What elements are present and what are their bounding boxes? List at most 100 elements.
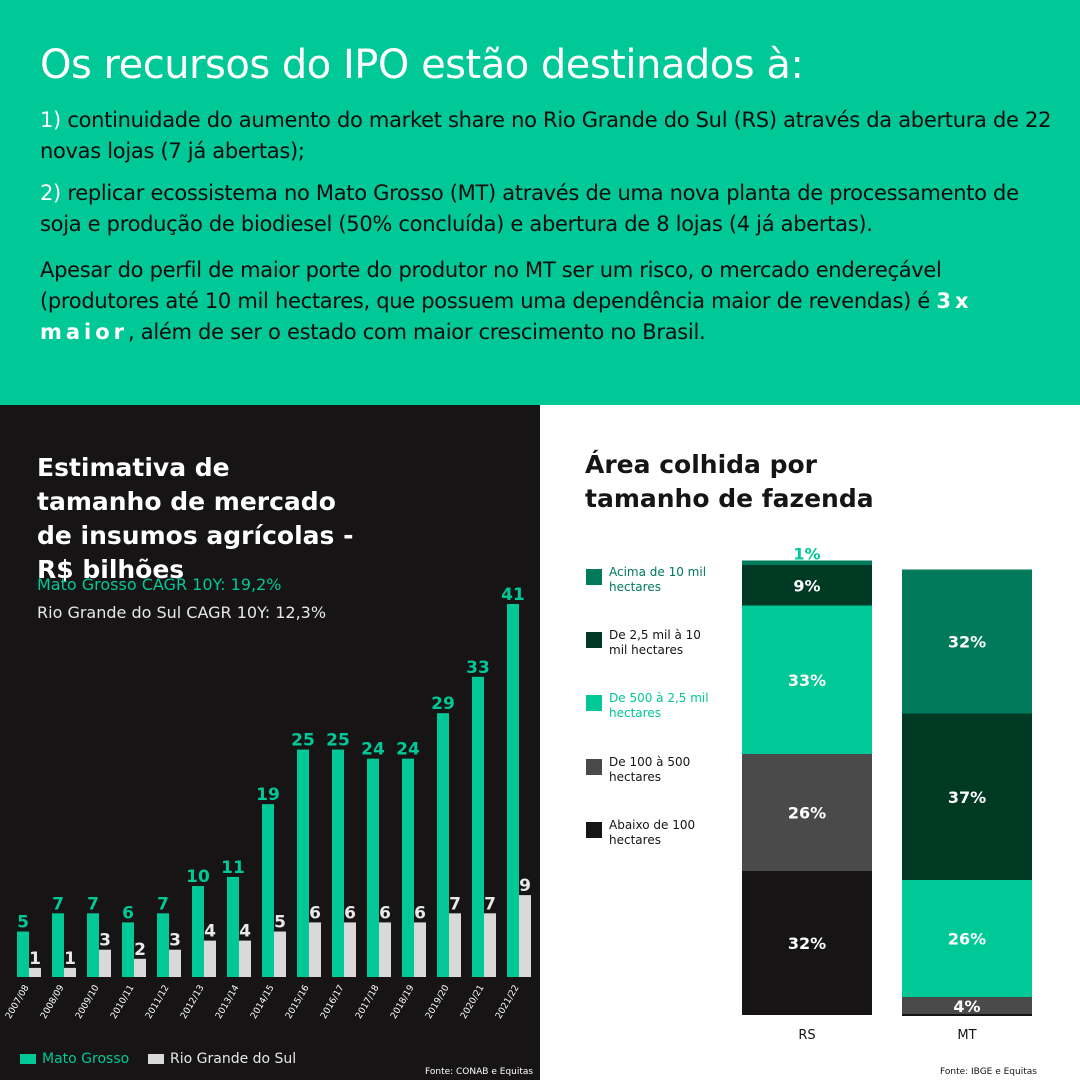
x-tick-2017-18: 2017/18 [354, 983, 381, 1021]
data-label-rio-grande-do-sul-2015-16: 6 [309, 903, 321, 923]
data-label-rio-grande-do-sul-2020-21: 7 [484, 894, 496, 914]
segment-mt-acima-de-10-mil-hectares [902, 569, 1032, 714]
x-tick-2021-22: 2021/22 [494, 984, 521, 1021]
x-tick-2014-15: 2014/15 [249, 984, 276, 1021]
segment-rs-de-100-a-500-hectares [742, 754, 872, 871]
bar-mato-grosso-2018-19 [402, 758, 414, 977]
x-tick-2019-20: 2019/20 [424, 983, 451, 1021]
bar-mato-grosso-2017-18 [367, 758, 379, 977]
x-tick-2008-09: 2008/09 [39, 983, 66, 1021]
legend-rio-grande-do-sul: Rio Grande do Sul [148, 1051, 296, 1067]
item-1-number: 1) [40, 108, 61, 132]
data-label-rio-grande-do-sul-2018-19: 6 [414, 903, 426, 923]
segment-label-rs-de-500-a-2-5-mil-hectares: 33% [788, 671, 826, 690]
legend-item-de-500-a-2-5-mil-hectares: De 500 à 2,5 mil hectares [586, 691, 719, 721]
bar-rio-grande-do-sul-2012-13 [204, 940, 216, 977]
data-label-rio-grande-do-sul-2011-12: 3 [169, 931, 181, 951]
legend-label-acima-de-10-mil-hectares: Acima de 10 mil hectares [609, 565, 707, 594]
x-tick-2018-19: 2018/19 [389, 983, 416, 1021]
bar-mato-grosso-2013-14 [227, 876, 239, 977]
legend-item-acima-de-10-mil-hectares: Acima de 10 mil hectares [586, 565, 719, 595]
bar-rio-grande-do-sul-2010-11 [134, 958, 146, 977]
bar-rio-grande-do-sul-2007-08 [29, 967, 41, 977]
bar-mato-grosso-2012-13 [192, 886, 204, 977]
bar-mato-grosso-2007-08 [17, 931, 29, 977]
data-label-rio-grande-do-sul-2014-15: 5 [274, 913, 286, 933]
bar-mato-grosso-2015-16 [297, 749, 309, 977]
bar-mato-grosso-2014-15 [262, 804, 274, 977]
item-2-number: 2) [40, 181, 61, 205]
bar-mato-grosso-2019-20 [437, 713, 449, 977]
data-label-rio-grande-do-sul-2021-22: 9 [519, 876, 531, 896]
segment-mt-de-2-5-mil-a-10-mil-hectares [902, 713, 1032, 880]
data-label-mato-grosso-2021-22: 41 [501, 585, 525, 605]
bar-rio-grande-do-sul-2017-18 [379, 922, 391, 977]
legend-swatch-rio-grande-do-sul [148, 1054, 164, 1064]
data-label-rio-grande-do-sul-2010-11: 2 [134, 940, 146, 960]
bar-mato-grosso-2011-12 [157, 913, 169, 977]
bar-mato-grosso-2008-09 [52, 913, 64, 977]
segment-rs-de-2-5-mil-a-10-mil-hectares [742, 565, 872, 606]
area-chart-title: Área colhida por tamanho de fazenda [585, 450, 874, 513]
legend-label-rio-grande-do-sul: Rio Grande do Sul [170, 1051, 297, 1067]
harvested-area-panel: Área colhida por tamanho de fazenda Acim… [540, 405, 1080, 1080]
x-tick-2011-12: 2011/12 [144, 984, 171, 1021]
market-text-a: Apesar do perfil de maior porte do produ… [40, 258, 942, 313]
x-tick-2015-16: 2015/16 [284, 983, 311, 1021]
legend-swatch-mato-grosso [20, 1054, 36, 1064]
legend-swatch-de-2-5-mil-a-10-mil-hectares [586, 632, 602, 648]
legend-label-de-2-5-mil-a-10-mil-hectares: De 2,5 mil à 10 mil hectares [609, 628, 701, 657]
data-label-rio-grande-do-sul-2013-14: 4 [239, 922, 251, 942]
segment-label-rs-de-100-a-500-hectares: 26% [788, 804, 826, 823]
x-tick-2016-17: 2016/17 [319, 984, 346, 1021]
market-text-b: , além de ser o estado com maior crescim… [128, 320, 706, 344]
bar-mato-grosso-2016-17 [332, 749, 344, 977]
segment-label-mt-de-500-a-2-5-mil-hectares: 26% [948, 930, 986, 949]
legend-swatch-de-100-a-500-hectares [586, 759, 602, 775]
legend-label-de-100-a-500-hectares: De 100 à 500 hectares [609, 755, 691, 784]
market-size-bar-chart: 512007/08712008/09732009/10622010/117320… [4, 585, 531, 1021]
segment-label-mt-acima-de-10-mil-hectares: 32% [948, 633, 986, 652]
bar-rio-grande-do-sul-2014-15 [274, 931, 286, 977]
page-title: Os recursos do IPO estão destinados à: [40, 42, 804, 88]
bar-mato-grosso-2009-10 [87, 913, 99, 977]
data-label-mato-grosso-2020-21: 33 [466, 658, 490, 678]
x-tick-2020-21: 2020/21 [459, 984, 486, 1021]
segment-rs-de-500-a-2-5-mil-hectares [742, 605, 872, 754]
bar-rio-grande-do-sul-2016-17 [344, 922, 356, 977]
data-label-mato-grosso-2018-19: 24 [396, 740, 420, 760]
legend-item-de-100-a-500-hectares: De 100 à 500 hectares [586, 755, 719, 785]
data-label-rio-grande-do-sul-2007-08: 1 [29, 949, 41, 969]
source-note-left: Fonte: CONAB e Equitas [425, 1067, 534, 1077]
segment-label-mt-de-2-5-mil-a-10-mil-hectares: 37% [948, 788, 986, 807]
bar-mato-grosso-2021-22 [507, 604, 519, 977]
data-label-rio-grande-do-sul-2008-09: 1 [64, 949, 76, 969]
segment-mt-de-500-a-2-5-mil-hectares [902, 880, 1032, 997]
legend-swatch-de-500-a-2-5-mil-hectares [586, 695, 602, 711]
data-label-mato-grosso-2017-18: 24 [361, 740, 385, 760]
data-label-rio-grande-do-sul-2017-18: 6 [379, 903, 391, 923]
bar-rio-grande-do-sul-2008-09 [64, 967, 76, 977]
paragraph-item-2: 2) replicar ecossistema no Mato Grosso (… [40, 178, 1060, 240]
cagr-mato-grosso: Mato Grosso CAGR 10Y: 19,2% [37, 575, 282, 594]
legend-label-abaixo-de-100-hectares: Abaixo de 100 hectares [609, 818, 696, 847]
legend-swatch-abaixo-de-100-hectares [586, 822, 602, 838]
cagr-rio-grande-do-sul: Rio Grande do Sul CAGR 10Y: 12,3% [37, 603, 327, 622]
bar-rio-grande-do-sul-2020-21 [484, 913, 496, 977]
legend-mato-grosso: Mato Grosso [20, 1051, 129, 1067]
legend-label-mato-grosso: Mato Grosso [42, 1051, 130, 1067]
legend-item-de-2-5-mil-a-10-mil-hectares: De 2,5 mil à 10 mil hectares [586, 628, 719, 658]
paragraph-item-1: 1) continuidade do aumento do market sha… [40, 105, 1060, 167]
item-1-text: continuidade do aumento do market share … [40, 108, 1052, 163]
bar-rio-grande-do-sul-2011-12 [169, 949, 181, 977]
bar-rio-grande-do-sul-2021-22 [519, 895, 531, 977]
data-label-mato-grosso-2019-20: 29 [431, 694, 455, 714]
legend-item-abaixo-de-100-hectares: Abaixo de 100 hectares [586, 818, 719, 848]
data-label-rio-grande-do-sul-2012-13: 4 [204, 922, 216, 942]
bar-rio-grande-do-sul-2009-10 [99, 949, 111, 977]
x-tick-mt: MT [957, 1028, 976, 1043]
segment-label-rs-abaixo-de-100-hectares: 32% [788, 934, 826, 953]
bar-rio-grande-do-sul-2019-20 [449, 913, 461, 977]
data-label-mato-grosso-2016-17: 25 [326, 731, 350, 751]
data-label-mato-grosso-2007-08: 5 [17, 913, 29, 933]
